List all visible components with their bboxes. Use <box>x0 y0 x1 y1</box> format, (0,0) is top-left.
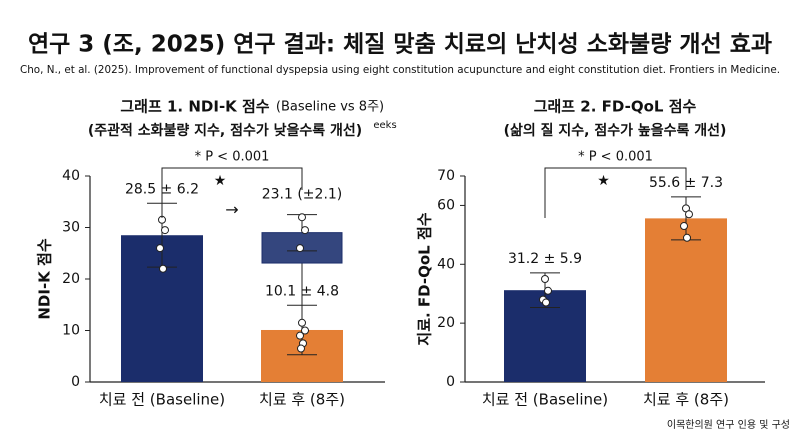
x-tick-label: 치료 전 (Baseline) <box>482 391 608 409</box>
footer: 이목한의원 연구 인용 및 구성 <box>667 419 790 431</box>
data-point <box>296 244 304 253</box>
data-point <box>683 233 691 242</box>
significance-symbol: ★ <box>597 173 610 189</box>
y-tick-label: 20 <box>437 315 455 331</box>
significance-label: * P < 0.001 <box>578 150 653 165</box>
y-axis-label: 지료. FD-QoL 점수 <box>416 212 434 345</box>
chart-subtitle: (Baseline vs 8주) <box>276 100 384 115</box>
chart-note: (주관적 소화불량 지수, 점수가 낮을수록 개선) <box>88 122 362 139</box>
y-tick-label: 40 <box>62 168 80 184</box>
data-point <box>297 344 305 353</box>
y-tick-label: 30 <box>62 220 80 236</box>
data-point <box>544 286 552 295</box>
data-point <box>542 298 550 307</box>
bar <box>645 218 727 382</box>
chart-title: 그래프 1. NDI-K 점수 <box>120 98 269 116</box>
y-tick-label: 0 <box>446 374 455 390</box>
arrow: → <box>225 200 238 219</box>
data-point <box>156 244 164 253</box>
data-point <box>301 226 309 235</box>
y-tick-label: 70 <box>437 168 455 184</box>
y-tick-label: 60 <box>437 197 455 213</box>
y-tick-label: 20 <box>62 271 80 287</box>
x-tick-label: 치료 후 (8주) <box>259 391 345 409</box>
significance-label: * P < 0.001 <box>195 150 270 165</box>
citation: Cho, N., et al. (2025). Improvement of f… <box>20 63 780 76</box>
x-tick-label: 치료 후 (8주) <box>643 391 729 409</box>
y-tick-label: 10 <box>62 323 80 339</box>
data-point <box>541 275 549 283</box>
significance-bracket <box>544 167 687 218</box>
data-point <box>159 264 167 273</box>
superscript: eeks <box>373 120 396 131</box>
data-point <box>301 326 309 335</box>
data-point <box>685 210 693 219</box>
y-tick-label: 0 <box>71 374 80 390</box>
significance-bracket <box>161 167 303 218</box>
data-point <box>161 226 169 235</box>
chart-note: (삶의 질 지수, 점수가 높을수록 개선) <box>504 122 727 139</box>
data-point <box>296 331 304 340</box>
value-label: 10.1 ± 4.8 <box>265 283 339 299</box>
x-tick-label: 치료 전 (Baseline) <box>99 391 225 409</box>
value-label: 31.2 ± 5.9 <box>508 251 582 267</box>
y-tick-label: 40 <box>437 256 455 272</box>
data-point <box>680 222 688 231</box>
overlay-label: 23.1 (±2.1) <box>262 187 343 203</box>
data-point <box>298 318 306 327</box>
page-title: 연구 3 (조, 2025) 연구 결과: 체질 맞춤 치료의 난치성 소화불량… <box>28 32 772 58</box>
y-axis-label: NDI-K 점수 <box>36 238 54 319</box>
chart-title: 그래프 2. FD-QoL 점수 <box>534 98 697 116</box>
significance-symbol: ★ <box>214 173 227 189</box>
data-point <box>298 213 306 222</box>
